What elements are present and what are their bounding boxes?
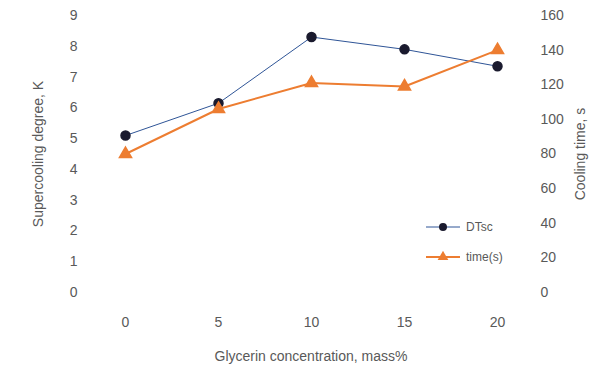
svg-text:20: 20 [541, 249, 557, 265]
svg-text:20: 20 [490, 314, 506, 330]
svg-text:3: 3 [70, 192, 78, 208]
svg-text:160: 160 [541, 7, 565, 23]
svg-text:0: 0 [541, 284, 549, 300]
svg-text:100: 100 [541, 111, 565, 127]
svg-text:120: 120 [541, 76, 565, 92]
svg-text:15: 15 [397, 314, 413, 330]
svg-text:10: 10 [304, 314, 320, 330]
svg-text:6: 6 [70, 99, 78, 115]
svg-text:7: 7 [70, 69, 78, 85]
html-text:time(s): time(s) [466, 250, 503, 264]
html-text:DTsc: DTsc [466, 220, 493, 234]
svg-text:1: 1 [70, 253, 78, 269]
svg-text:9: 9 [70, 7, 78, 23]
svg-text:5: 5 [215, 314, 223, 330]
svg-text:0: 0 [70, 284, 78, 300]
svg-text:80: 80 [541, 145, 557, 161]
svg-text:40: 40 [541, 215, 557, 231]
svg-text:60: 60 [541, 180, 557, 196]
svg-text:Supercooling degree, K: Supercooling degree, K [30, 80, 46, 227]
svg-text:5: 5 [70, 130, 78, 146]
svg-text:140: 140 [541, 42, 565, 58]
svg-text:Cooling time, s: Cooling time, s [572, 108, 588, 201]
svg-text:2: 2 [70, 222, 78, 238]
svg-text:8: 8 [70, 38, 78, 54]
svg-text:Glycerin concentration, mass%: Glycerin concentration, mass% [215, 348, 408, 364]
svg-text:4: 4 [70, 161, 78, 177]
svg-text:0: 0 [122, 314, 130, 330]
